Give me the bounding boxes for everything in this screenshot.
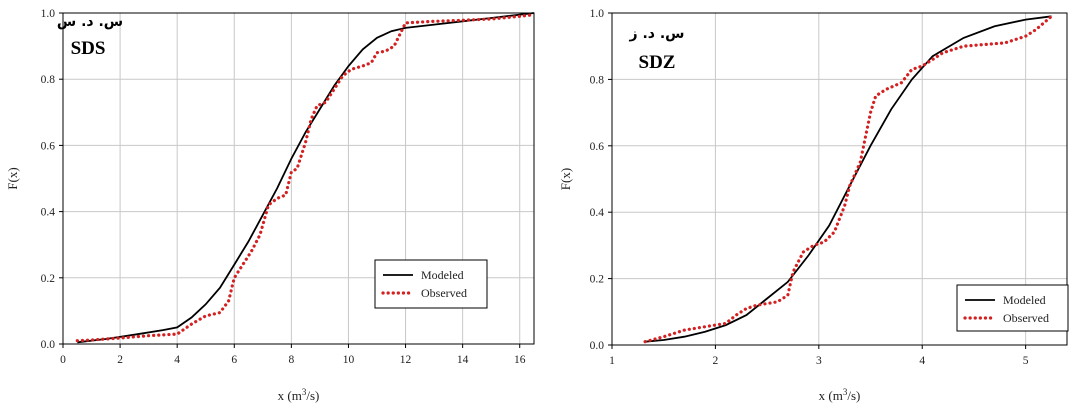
x-tick-label: 2 (117, 354, 123, 366)
chart-0: 0 2 4 6 8 10 12 14 16 0.0 0.2 0.4 0.6 0.8 1.0 F(x) x (m3… (5, 8, 536, 403)
x-tick-label: 10 (343, 354, 355, 366)
x-tick-label: 12 (400, 354, 412, 366)
panel-tag-code: SDS (71, 38, 106, 59)
y-tick-label: 1.0 (41, 8, 56, 20)
legend-label: Modeled (1003, 293, 1046, 307)
x-axis-label: x (m3/s) (819, 387, 861, 403)
x-tick-label: 3 (816, 355, 822, 367)
x-axis-label-tail: /s) (847, 388, 860, 403)
legend: Modeled Observed (374, 259, 488, 309)
x-tick-label: 8 (288, 354, 294, 366)
modeled-series-line (645, 15, 1052, 343)
y-axis-label: F(x) (558, 168, 573, 190)
x-tick-label: 6 (231, 354, 237, 366)
x-tick-label: 5 (1023, 355, 1029, 367)
x-tick-label: 0 (60, 354, 66, 366)
x-axis-label-main: x (m (278, 388, 302, 403)
x-tick-label: 1 (609, 355, 615, 367)
observed-series-line (643, 14, 1054, 344)
panel-tag-persian: س. د. س (57, 14, 123, 30)
x-axis-label-superscript: 3 (843, 387, 848, 397)
y-tick-label: 0.0 (41, 339, 56, 351)
y-tick-label: 0.6 (590, 141, 605, 153)
x-tick-label: 2 (713, 355, 719, 367)
y-tick-label: 0.2 (41, 273, 56, 285)
x-axis-label-superscript: 3 (302, 387, 307, 397)
legend: Modeled Observed (956, 284, 1069, 332)
chart-1: 1 2 3 4 50.00.20.40.60.81.0F(x)x (m3/s)س. د.… (558, 8, 1069, 403)
legend-label: Modeled (421, 268, 464, 282)
x-tick-label: 4 (919, 355, 925, 367)
y-axis-label: F(x) (5, 167, 20, 189)
y-tick-label: 0.4 (41, 207, 56, 219)
y-tick-label: 0.8 (590, 74, 605, 86)
legend-box (956, 284, 1069, 332)
y-tick-label: 0.0 (590, 340, 605, 352)
y-tick-label: 0.6 (41, 140, 56, 152)
plot-frame (62, 12, 535, 345)
panel-tag-code: SDZ (639, 52, 676, 73)
modeled-series-line (77, 12, 535, 344)
y-tick-label: 0.2 (590, 274, 605, 286)
legend-label: Observed (1003, 311, 1049, 325)
y-tick-label: 1.0 (590, 8, 605, 20)
x-axis-label: x (m3/s) (278, 387, 320, 403)
y-tick-label: 0.4 (590, 207, 605, 219)
panel-tag-persian: س. د. ز (629, 26, 685, 42)
x-axis-label-main: x (m (819, 388, 843, 403)
plot-frame (611, 12, 1068, 346)
y-tick-label: 0.8 (41, 74, 56, 86)
x-tick-label: 14 (457, 354, 469, 366)
legend-box (374, 259, 488, 309)
observed-series-line (75, 13, 536, 343)
x-tick-label: 16 (514, 354, 526, 366)
legend-label: Observed (421, 286, 467, 300)
x-axis-label-tail: /s) (306, 388, 319, 403)
x-tick-label: 4 (174, 354, 180, 366)
